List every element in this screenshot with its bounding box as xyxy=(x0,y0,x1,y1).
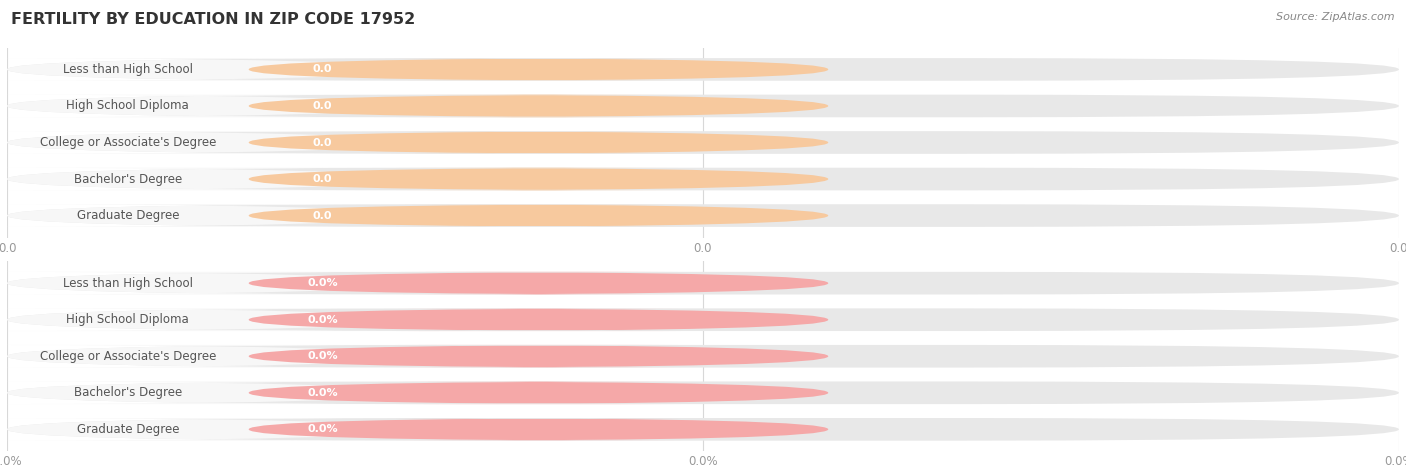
FancyBboxPatch shape xyxy=(249,204,828,227)
Text: 0.0%: 0.0% xyxy=(308,424,337,434)
FancyBboxPatch shape xyxy=(249,168,828,190)
FancyBboxPatch shape xyxy=(0,168,439,190)
FancyBboxPatch shape xyxy=(0,95,439,117)
FancyBboxPatch shape xyxy=(0,204,439,227)
FancyBboxPatch shape xyxy=(249,58,828,81)
Text: College or Associate's Degree: College or Associate's Degree xyxy=(39,136,217,149)
Text: High School Diploma: High School Diploma xyxy=(66,313,190,326)
Text: High School Diploma: High School Diploma xyxy=(66,99,190,113)
FancyBboxPatch shape xyxy=(249,95,828,117)
Text: 0.0%: 0.0% xyxy=(308,278,337,288)
Text: 0.0%: 0.0% xyxy=(308,351,337,361)
FancyBboxPatch shape xyxy=(249,381,828,404)
FancyBboxPatch shape xyxy=(0,131,439,154)
FancyBboxPatch shape xyxy=(249,345,828,368)
FancyBboxPatch shape xyxy=(249,272,828,294)
FancyBboxPatch shape xyxy=(249,418,828,441)
FancyBboxPatch shape xyxy=(7,308,1399,331)
Text: 0.0: 0.0 xyxy=(314,65,332,75)
FancyBboxPatch shape xyxy=(7,204,1399,227)
FancyBboxPatch shape xyxy=(7,418,1399,441)
Text: 0.0: 0.0 xyxy=(314,210,332,220)
FancyBboxPatch shape xyxy=(7,58,1399,81)
Text: Less than High School: Less than High School xyxy=(63,63,193,76)
FancyBboxPatch shape xyxy=(7,131,1399,154)
Text: Less than High School: Less than High School xyxy=(63,276,193,290)
Text: 0.0%: 0.0% xyxy=(308,388,337,398)
Text: 0.0: 0.0 xyxy=(314,101,332,111)
Text: Graduate Degree: Graduate Degree xyxy=(76,423,179,436)
Text: College or Associate's Degree: College or Associate's Degree xyxy=(39,350,217,363)
FancyBboxPatch shape xyxy=(7,168,1399,190)
FancyBboxPatch shape xyxy=(0,418,439,441)
Text: 0.0: 0.0 xyxy=(314,137,332,148)
Text: Graduate Degree: Graduate Degree xyxy=(76,209,179,222)
FancyBboxPatch shape xyxy=(7,95,1399,117)
FancyBboxPatch shape xyxy=(0,58,439,81)
FancyBboxPatch shape xyxy=(7,381,1399,404)
Text: FERTILITY BY EDUCATION IN ZIP CODE 17952: FERTILITY BY EDUCATION IN ZIP CODE 17952 xyxy=(11,12,416,27)
Text: 0.0: 0.0 xyxy=(314,174,332,184)
FancyBboxPatch shape xyxy=(7,345,1399,368)
FancyBboxPatch shape xyxy=(0,345,439,368)
FancyBboxPatch shape xyxy=(0,272,439,294)
Text: Bachelor's Degree: Bachelor's Degree xyxy=(73,172,181,186)
FancyBboxPatch shape xyxy=(0,381,439,404)
Text: Bachelor's Degree: Bachelor's Degree xyxy=(73,386,181,399)
Text: 0.0%: 0.0% xyxy=(308,315,337,325)
FancyBboxPatch shape xyxy=(7,272,1399,294)
FancyBboxPatch shape xyxy=(0,308,439,331)
FancyBboxPatch shape xyxy=(249,308,828,331)
Text: Source: ZipAtlas.com: Source: ZipAtlas.com xyxy=(1277,12,1395,22)
FancyBboxPatch shape xyxy=(249,131,828,154)
